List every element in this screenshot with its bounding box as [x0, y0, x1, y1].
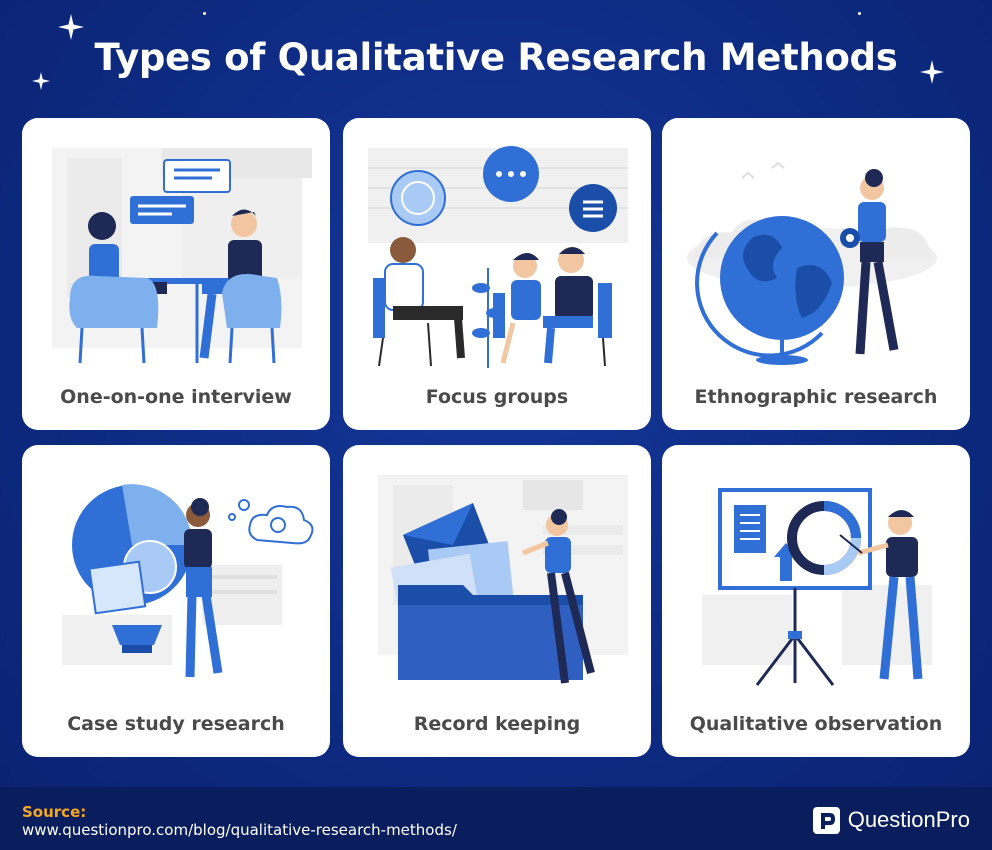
- interview-illustration-icon: [52, 148, 312, 364]
- focus-group-illustration-icon: [368, 146, 628, 368]
- questionpro-logo-icon: [812, 806, 840, 834]
- card-label: Qualitative observation: [689, 713, 943, 735]
- sparkle-icon: [920, 60, 944, 84]
- card-record-keeping: Record keeping: [343, 445, 651, 757]
- brand-logo: QuestionPro: [812, 806, 970, 834]
- card-ethnographic-research: Ethnographic research: [662, 118, 970, 430]
- card-one-on-one-interview: One-on-one interview: [22, 118, 330, 430]
- star-dot: [858, 12, 861, 15]
- card-label: One-on-one interview: [60, 386, 292, 408]
- page-title: Types of Qualitative Research Methods: [94, 36, 898, 79]
- card-case-study-research: Case study research: [22, 445, 330, 757]
- lightbulb-illustration-icon: [62, 484, 314, 678]
- folder-illustration-icon: [378, 475, 628, 684]
- card-label: Ethnographic research: [694, 386, 938, 408]
- presentation-board-illustration-icon: [702, 488, 932, 686]
- sparkle-icon: [32, 72, 50, 90]
- globe-illustration-icon: [687, 161, 937, 365]
- source-url: www.questionpro.com/blog/qualitative-res…: [22, 821, 457, 839]
- star-dot: [203, 12, 206, 15]
- brand-name: QuestionPro: [847, 807, 970, 832]
- sparkle-icon: [58, 14, 84, 40]
- card-qualitative-observation: Qualitative observation: [662, 445, 970, 757]
- card-label: Record keeping: [413, 713, 581, 735]
- card-label: Focus groups: [425, 386, 569, 408]
- source-label: Source:: [22, 803, 87, 821]
- card-focus-groups: Focus groups: [343, 118, 651, 430]
- card-label: Case study research: [67, 713, 285, 735]
